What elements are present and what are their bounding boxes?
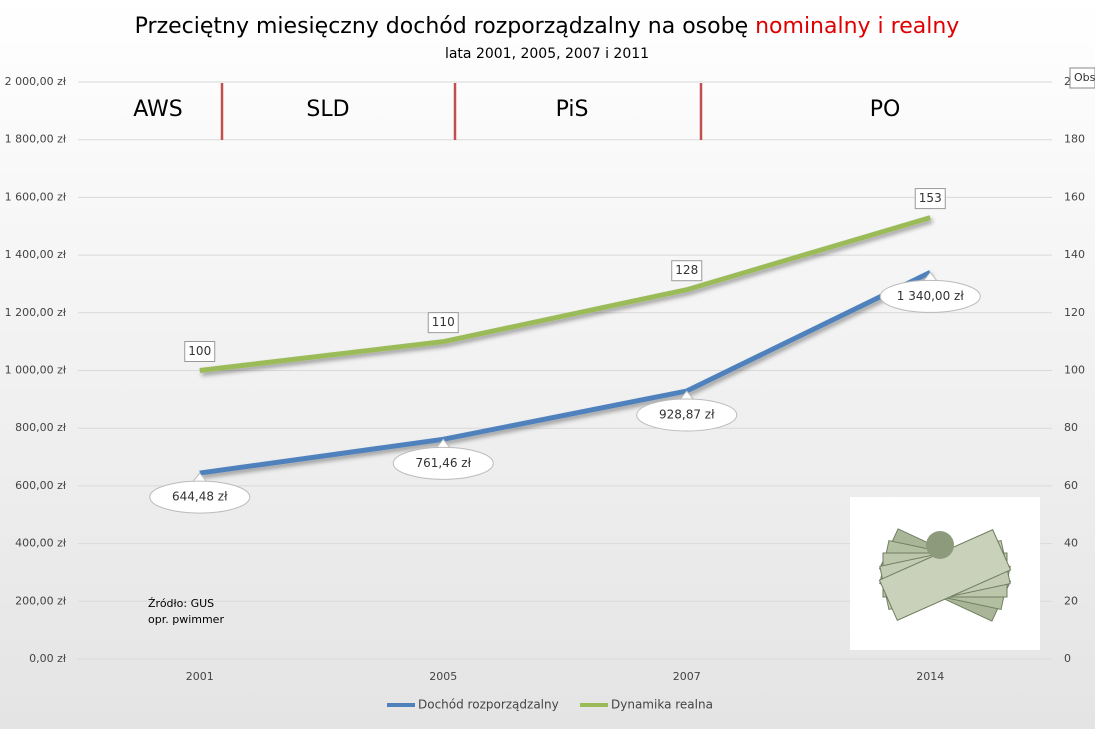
y-tick-label: 1 000,00 zł	[5, 364, 67, 377]
x-tick-label: 2007	[673, 670, 701, 683]
series-line	[199, 270, 932, 476]
period-label: PO	[870, 97, 901, 122]
y2-tick-label: 120	[1064, 306, 1085, 319]
data-label-box	[427, 312, 459, 334]
data-label-callout	[434, 438, 452, 450]
data-label: 1 340,00 zł	[897, 289, 965, 303]
y-tick-label: 800,00 zł	[15, 421, 67, 434]
period-label: PiS	[556, 97, 589, 122]
data-label-box	[184, 341, 216, 362]
source-note: Źródło: GUS	[148, 597, 214, 610]
data-label: 928,87 zł	[659, 408, 715, 422]
tooltip: Obs	[1074, 71, 1095, 84]
legend-label: Dochód rozporządzalny	[418, 698, 559, 712]
y2-tick-label: 60	[1064, 479, 1078, 492]
title-highlight: nominalny i realny	[755, 14, 959, 39]
y2-tick-label: 100	[1064, 364, 1085, 377]
title-part: Przeciętny miesięczny dochód rozporządza…	[135, 14, 755, 39]
y-tick-label: 400,00 zł	[15, 537, 67, 550]
data-label-box	[671, 260, 703, 282]
chart-subtitle: lata 2001, 2005, 2007 i 2011	[445, 46, 649, 62]
y-tick-label: 1 800,00 zł	[5, 133, 67, 146]
y2-tick-label: 0	[1064, 652, 1071, 665]
data-label-box	[914, 188, 946, 210]
y2-tick-label: 40	[1064, 537, 1078, 550]
y2-tick-label: 20	[1064, 594, 1078, 607]
tooltip-box	[1069, 67, 1095, 89]
data-label-bubble	[392, 446, 494, 480]
x-tick-label: 2001	[186, 670, 214, 683]
chart-title: Przeciętny miesięczny dochód rozporządza…	[135, 14, 960, 39]
data-label: 761,46 zł	[415, 456, 471, 470]
source-note: opr. pwimmer	[148, 613, 224, 626]
data-label-bubble	[149, 480, 251, 514]
period-label: AWS	[133, 97, 183, 122]
data-label: 644,48 zł	[172, 490, 228, 504]
y-tick-label: 1 600,00 zł	[5, 190, 67, 203]
data-label-callout	[921, 271, 939, 283]
legend-label: Dynamika realna	[611, 698, 713, 712]
y2-tick-label: 140	[1064, 248, 1085, 261]
y2-tick-label: 80	[1064, 421, 1078, 434]
y-tick-label: 200,00 zł	[15, 594, 67, 607]
data-label: 128	[675, 263, 698, 277]
data-label-bubble	[636, 398, 738, 432]
y2-tick-label: 160	[1064, 190, 1085, 203]
y2-tick-label: 180	[1064, 133, 1085, 146]
series-line	[199, 215, 931, 373]
data-label: 110	[432, 315, 455, 329]
period-label: SLD	[306, 97, 349, 122]
data-label-bubble	[879, 279, 981, 313]
x-tick-label: 2014	[916, 670, 944, 683]
data-label-callout	[191, 472, 209, 484]
y-tick-label: 1 200,00 zł	[5, 306, 67, 319]
y-tick-label: 1 400,00 zł	[5, 248, 67, 261]
money-image	[850, 497, 1040, 650]
y-tick-label: 0,00 zł	[29, 652, 67, 665]
data-label-callout	[678, 390, 696, 402]
data-label: 153	[919, 191, 942, 205]
y-tick-label: 2 000,00 zł	[5, 75, 67, 88]
y-tick-label: 600,00 zł	[15, 479, 67, 492]
data-label: 100	[188, 344, 211, 358]
x-tick-label: 2005	[429, 670, 457, 683]
